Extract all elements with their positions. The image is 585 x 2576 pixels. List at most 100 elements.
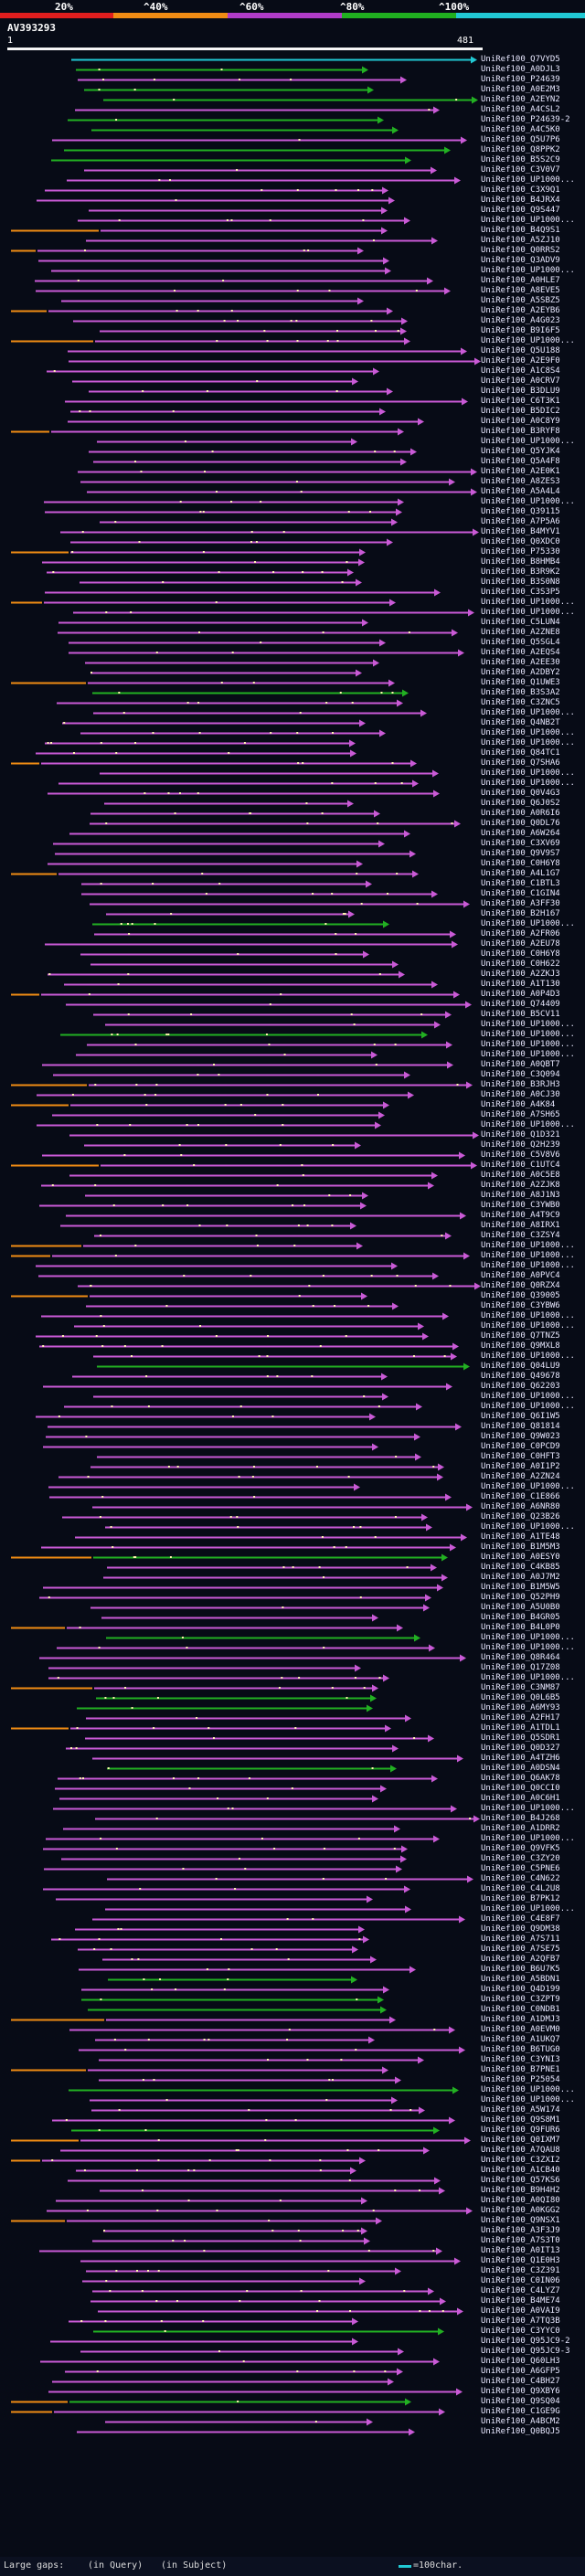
hit-row[interactable]: UniRef100_B5DIC2 <box>0 407 585 417</box>
hit-id-link[interactable]: UniRef100_B5CV11 <box>481 1010 560 1019</box>
hit-row[interactable]: UniRef100_A0VAI9 <box>0 2306 585 2316</box>
hit-id-link[interactable]: UniRef100_A2EQS4 <box>481 648 560 657</box>
hit-id-link[interactable]: UniRef100_A0ESY0 <box>481 1553 560 1562</box>
hit-id-link[interactable]: UniRef100_A1UKQ7 <box>481 2035 560 2044</box>
hit-row[interactable]: UniRef100_UP1000... <box>0 1040 585 1050</box>
hit-row[interactable]: UniRef100_A2QFB7 <box>0 1955 585 1965</box>
hit-id-link[interactable]: UniRef100_Q0IXM7 <box>481 2136 560 2145</box>
hit-id-link[interactable]: UniRef100_A0E2M3 <box>481 85 560 94</box>
hit-id-link[interactable]: UniRef100_A7S3T0 <box>481 2236 560 2245</box>
hit-row[interactable]: UniRef100_P24639 <box>0 75 585 85</box>
hit-row[interactable]: UniRef100_Q9FUR6 <box>0 2125 585 2136</box>
hit-id-link[interactable]: UniRef100_A2E9F0 <box>481 356 560 366</box>
hit-row[interactable]: UniRef100_A3F3J9 <box>0 2226 585 2236</box>
hit-id-link[interactable]: UniRef100_C1BTL3 <box>481 879 560 888</box>
hit-id-link[interactable]: UniRef100_P24639 <box>481 75 560 84</box>
hit-row[interactable]: UniRef100_UP1000... <box>0 1633 585 1643</box>
hit-id-link[interactable]: UniRef100_Q9FUR6 <box>481 2125 560 2135</box>
hit-row[interactable]: UniRef100_Q2H239 <box>0 1140 585 1150</box>
hit-row[interactable]: UniRef100_A0HLE7 <box>0 276 585 286</box>
hit-row[interactable]: UniRef100_A2FR06 <box>0 929 585 939</box>
hit-id-link[interactable]: UniRef100_Q0XDC0 <box>481 537 560 546</box>
hit-row[interactable]: UniRef100_UP1000... <box>0 1643 585 1653</box>
hit-id-link[interactable]: UniRef100_UP1000... <box>481 2085 575 2094</box>
hit-id-link[interactable]: UniRef100_Q8PPK2 <box>481 145 560 154</box>
hit-row[interactable]: UniRef100_C3YWB0 <box>0 1201 585 1211</box>
hit-id-link[interactable]: UniRef100_C1E866 <box>481 1492 560 1501</box>
hit-row[interactable]: UniRef100_C4BH27 <box>0 2377 585 2387</box>
hit-id-link[interactable]: UniRef100_Q0CCI0 <box>481 1784 560 1793</box>
hit-id-link[interactable]: UniRef100_B7PK12 <box>481 1894 560 1903</box>
hit-id-link[interactable]: UniRef100_Q5U188 <box>481 346 560 355</box>
hit-id-link[interactable]: UniRef100_A0VAI9 <box>481 2306 560 2316</box>
hit-row[interactable]: UniRef100_UP1000... <box>0 779 585 789</box>
hit-id-link[interactable]: UniRef100_Q0V4G3 <box>481 789 560 798</box>
hit-row[interactable]: UniRef100_Q0BQJ5 <box>0 2427 585 2437</box>
hit-row[interactable]: UniRef100_UP1000... <box>0 2085 585 2095</box>
hit-id-link[interactable]: UniRef100_UP1000... <box>481 1352 575 1361</box>
hit-row[interactable]: UniRef100_B4MYV1 <box>0 527 585 537</box>
hit-row[interactable]: UniRef100_A0ESY0 <box>0 1553 585 1563</box>
hit-id-link[interactable]: UniRef100_A3F3J9 <box>481 2226 560 2235</box>
hit-row[interactable]: UniRef100_Q9SQ04 <box>0 2397 585 2407</box>
hit-id-link[interactable]: UniRef100_B4Q9S1 <box>481 226 560 235</box>
hit-id-link[interactable]: UniRef100_Q9NSX1 <box>481 2216 560 2225</box>
hit-id-link[interactable]: UniRef100_A3FF30 <box>481 899 560 908</box>
hit-row[interactable]: UniRef100_A0C5E8 <box>0 1171 585 1181</box>
hit-id-link[interactable]: UniRef100_A0KGG2 <box>481 2206 560 2215</box>
hit-row[interactable]: UniRef100_A6NR80 <box>0 1502 585 1512</box>
hit-id-link[interactable]: UniRef100_Q0L6B5 <box>481 1693 560 1702</box>
hit-id-link[interactable]: UniRef100_C3Z391 <box>481 2266 560 2275</box>
hit-id-link[interactable]: UniRef100_UP1000... <box>481 1522 575 1532</box>
hit-id-link[interactable]: UniRef100_Q60LH3 <box>481 2357 560 2366</box>
hit-id-link[interactable]: UniRef100_A5A4L4 <box>481 487 560 496</box>
hit-id-link[interactable]: UniRef100_Q62203 <box>481 1382 560 1391</box>
hit-id-link[interactable]: UniRef100_C5LUN4 <box>481 618 560 627</box>
hit-id-link[interactable]: UniRef100_B4ME74 <box>481 2296 560 2306</box>
hit-row[interactable]: UniRef100_UP1000... <box>0 1834 585 1844</box>
hit-row[interactable]: UniRef100_A5BDN1 <box>0 1975 585 1985</box>
hit-id-link[interactable]: UniRef100_C3ZY20 <box>481 1854 560 1863</box>
hit-row[interactable]: UniRef100_UP1000... <box>0 1392 585 1402</box>
hit-row[interactable]: UniRef100_Q95JC9-3 <box>0 2347 585 2357</box>
hit-row[interactable]: UniRef100_B4Q9S1 <box>0 226 585 236</box>
hit-row[interactable]: UniRef100_A2E0K1 <box>0 467 585 477</box>
hit-row[interactable]: UniRef100_A8IRX1 <box>0 1221 585 1231</box>
hit-row[interactable]: UniRef100_A2EYB6 <box>0 306 585 316</box>
hit-row[interactable]: UniRef100_B6U7K5 <box>0 1965 585 1975</box>
hit-id-link[interactable]: UniRef100_Q7TNZ5 <box>481 1331 560 1341</box>
hit-id-link[interactable]: UniRef100_A2QFB7 <box>481 1955 560 1964</box>
hit-id-link[interactable]: UniRef100_P25054 <box>481 2075 560 2084</box>
hit-id-link[interactable]: UniRef100_A0R6I6 <box>481 809 560 818</box>
hit-row[interactable]: UniRef100_Q8R464 <box>0 1653 585 1663</box>
hit-row[interactable]: UniRef100_Q60LH3 <box>0 2357 585 2367</box>
hit-row[interactable]: UniRef100_B4J268 <box>0 1814 585 1824</box>
hit-row[interactable]: UniRef100_Q57KS6 <box>0 2176 585 2186</box>
hit-id-link[interactable]: UniRef100_P24639-2 <box>481 115 570 124</box>
hit-id-link[interactable]: UniRef100_B9I6F5 <box>481 326 560 335</box>
hit-id-link[interactable]: UniRef100_B3RJH3 <box>481 1080 560 1089</box>
hit-row[interactable]: UniRef100_UP1000... <box>0 769 585 779</box>
hit-row[interactable]: UniRef100_UP1000... <box>0 1241 585 1251</box>
hit-id-link[interactable]: UniRef100_B5DIC2 <box>481 407 560 416</box>
hit-row[interactable]: UniRef100_Q17Z08 <box>0 1663 585 1673</box>
hit-row[interactable]: UniRef100_A2ZJK8 <box>0 1181 585 1191</box>
hit-id-link[interactable]: UniRef100_C0H622 <box>481 959 560 969</box>
hit-row[interactable]: UniRef100_B4ME74 <box>0 2296 585 2306</box>
hit-id-link[interactable]: UniRef100_B1M5M3 <box>481 1542 560 1552</box>
hit-id-link[interactable]: UniRef100_C0H6Y8 <box>481 949 560 959</box>
hit-row[interactable]: UniRef100_Q81814 <box>0 1422 585 1432</box>
hit-id-link[interactable]: UniRef100_B3DLU9 <box>481 387 560 396</box>
hit-id-link[interactable]: UniRef100_UP1000... <box>481 1904 575 1913</box>
hit-row[interactable]: UniRef100_A2EQS4 <box>0 648 585 658</box>
hit-row[interactable]: UniRef100_C3Z391 <box>0 2266 585 2276</box>
hit-row[interactable]: UniRef100_UP1000... <box>0 175 585 186</box>
hit-id-link[interactable]: UniRef100_Q9S8M1 <box>481 2115 560 2125</box>
hit-row[interactable]: UniRef100_UP1000... <box>0 608 585 618</box>
hit-row[interactable]: UniRef100_A7SH65 <box>0 1110 585 1120</box>
hit-id-link[interactable]: UniRef100_UP1000... <box>481 1241 575 1250</box>
hit-id-link[interactable]: UniRef100_A0I1P2 <box>481 1462 560 1471</box>
hit-id-link[interactable]: UniRef100_UP1000... <box>481 1030 575 1039</box>
hit-id-link[interactable]: UniRef100_C3ZPT9 <box>481 1995 560 2004</box>
hit-row[interactable]: UniRef100_B9H4H2 <box>0 2186 585 2196</box>
